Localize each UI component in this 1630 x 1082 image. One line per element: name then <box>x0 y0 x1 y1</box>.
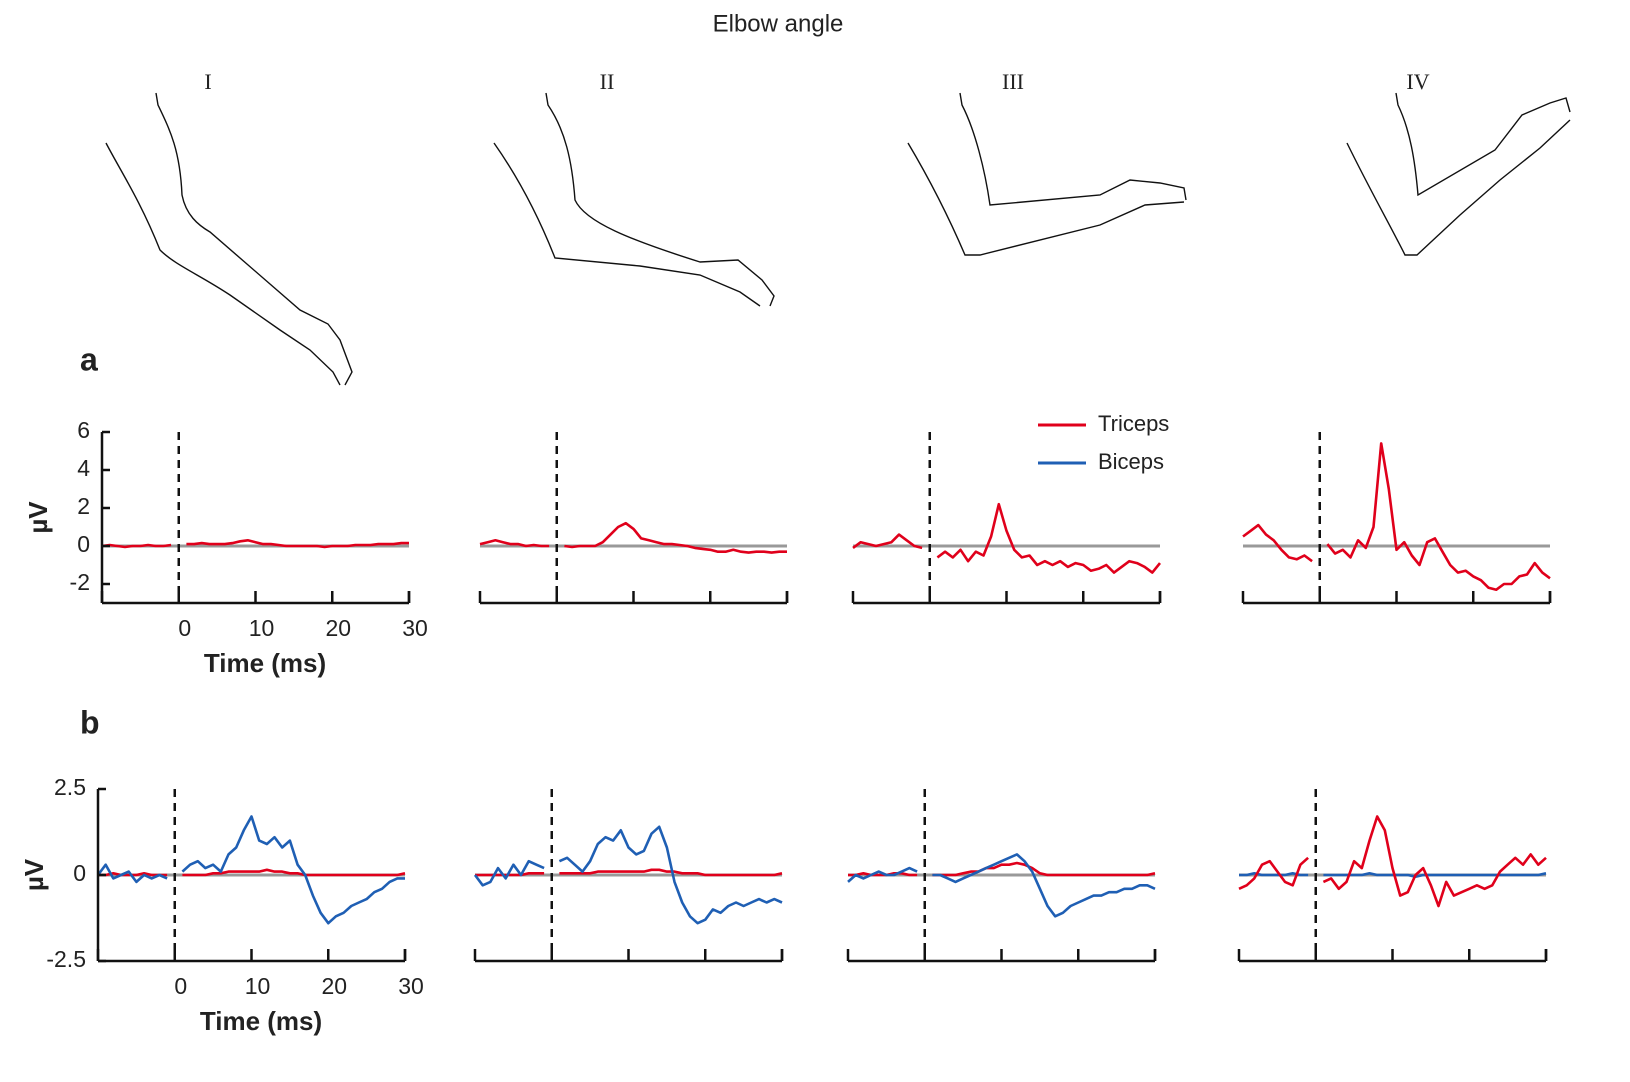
angle-label: III <box>1002 69 1024 94</box>
legend-label: Triceps <box>1098 411 1169 436</box>
x-tick-label: 30 <box>402 615 428 641</box>
arm-drawings <box>106 93 1570 385</box>
y-tick-label: 6 <box>77 417 90 443</box>
x-axis-label: Time (ms) <box>200 1006 322 1036</box>
trace <box>1239 817 1546 907</box>
angle-label: IV <box>1406 69 1429 94</box>
x-tick-label: 10 <box>249 615 275 641</box>
trace <box>1243 443 1550 589</box>
panel-label: a <box>80 341 98 377</box>
y-tick-label: -2.5 <box>46 946 86 972</box>
x-axis-label: Time (ms) <box>204 648 326 678</box>
trace <box>480 523 787 552</box>
x-tick-label: 20 <box>325 615 351 641</box>
trace <box>853 504 1160 572</box>
figure-title: Elbow angle <box>713 10 844 37</box>
y-axis-label: µV <box>23 501 53 534</box>
y-axis-label: µV <box>19 858 49 891</box>
panel-label: b <box>80 704 100 740</box>
arm-4 <box>1347 93 1570 255</box>
angle-label: I <box>204 69 211 94</box>
arm-2 <box>494 93 774 306</box>
arm-3 <box>908 93 1186 255</box>
angle-label: II <box>600 69 615 94</box>
y-tick-label: 4 <box>77 455 90 481</box>
trace <box>98 817 405 924</box>
x-tick-label: 0 <box>178 615 191 641</box>
y-tick-label: -2 <box>70 569 90 595</box>
y-tick-label: 0 <box>73 860 86 886</box>
y-tick-label: 2.5 <box>54 774 86 800</box>
x-tick-label: 20 <box>321 973 347 999</box>
y-tick-label: 0 <box>77 531 90 557</box>
arm-1 <box>106 93 352 385</box>
y-tick-label: 2 <box>77 493 90 519</box>
trace <box>848 863 1155 875</box>
x-tick-label: 10 <box>245 973 271 999</box>
x-tick-label: 0 <box>174 973 187 999</box>
x-tick-label: 30 <box>398 973 424 999</box>
figure: Elbow angle I II III IV a b 0 10 20 30 -2 0 2 4… <box>0 0 1630 1082</box>
legend-label: Biceps <box>1098 449 1164 474</box>
